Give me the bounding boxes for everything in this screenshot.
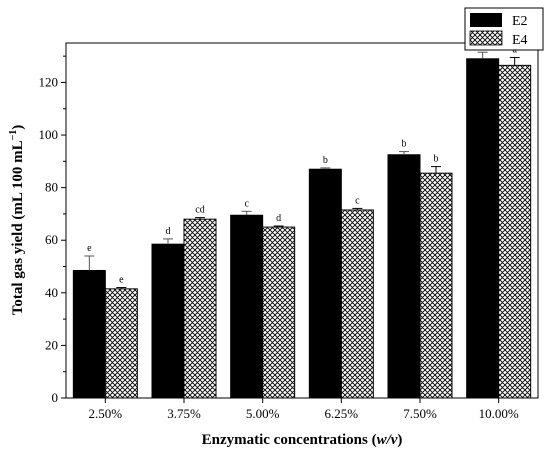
bar-e2 bbox=[72, 269, 106, 399]
y-tick-label: 100 bbox=[39, 127, 59, 142]
significance-letter: d bbox=[276, 213, 281, 224]
plot-frame bbox=[65, 42, 539, 399]
legend-label-e4: E4 bbox=[512, 33, 528, 48]
significance-letter: c bbox=[244, 198, 249, 209]
bars bbox=[72, 58, 532, 399]
bar-e4 bbox=[419, 172, 453, 399]
x-tick-label: 7.50% bbox=[403, 406, 437, 421]
significance-letter: e bbox=[119, 275, 124, 286]
y-tick-label: 40 bbox=[45, 285, 58, 300]
bar-e4 bbox=[183, 218, 217, 399]
bar-e4 bbox=[262, 226, 296, 399]
significance-letter: e bbox=[87, 243, 92, 254]
bar-e2 bbox=[387, 154, 421, 399]
y-tick-label: 0 bbox=[52, 390, 59, 405]
significance-letter: b bbox=[402, 139, 407, 150]
y-tick-label: 60 bbox=[45, 232, 58, 247]
x-axis-title-italic: w/v bbox=[377, 432, 398, 448]
legend-swatch-e2 bbox=[470, 13, 502, 27]
bar-e2 bbox=[308, 168, 342, 399]
significance-letter: b bbox=[323, 155, 328, 166]
x-tick-label: 3.75% bbox=[167, 406, 201, 421]
x-axis-title: Enzymatic concentrations (w/v) bbox=[202, 432, 403, 448]
legend-label-e2: E2 bbox=[512, 14, 528, 29]
significance-letter: d bbox=[166, 226, 171, 237]
x-tick-label: 5.00% bbox=[246, 406, 280, 421]
bar-e2 bbox=[466, 58, 500, 399]
y-tick-label: 80 bbox=[45, 180, 58, 195]
bar-e4 bbox=[104, 288, 138, 399]
x-tick-label: 6.25% bbox=[325, 406, 359, 421]
bar-e2 bbox=[230, 214, 264, 399]
plot-area bbox=[65, 42, 539, 399]
significance-letter: cd bbox=[195, 205, 204, 216]
x-tick-label: 10.00% bbox=[479, 406, 519, 421]
y-tick-label: 120 bbox=[39, 74, 59, 89]
y-axis: 0 20 40 60 80 100 120 bbox=[39, 55, 66, 405]
y-axis-title: Total gas yield (mL 100 mL−1) bbox=[8, 125, 26, 316]
significance-letter: c bbox=[355, 195, 360, 206]
legend: E2 E4 bbox=[464, 7, 544, 51]
bar-e2 bbox=[151, 243, 185, 399]
bar-e4 bbox=[498, 64, 532, 399]
y-axis-title-superscript: −1 bbox=[8, 130, 19, 141]
x-axis: 2.50% 3.75% 5.00% 6.25% 7.50% 10.00% bbox=[89, 398, 519, 421]
legend-swatch-e4 bbox=[469, 30, 503, 46]
significance-letter: b bbox=[434, 154, 439, 165]
bar-e4 bbox=[340, 209, 374, 399]
x-tick-label: 2.50% bbox=[89, 406, 123, 421]
error-bars bbox=[84, 51, 520, 289]
y-tick-label: 20 bbox=[45, 337, 58, 352]
